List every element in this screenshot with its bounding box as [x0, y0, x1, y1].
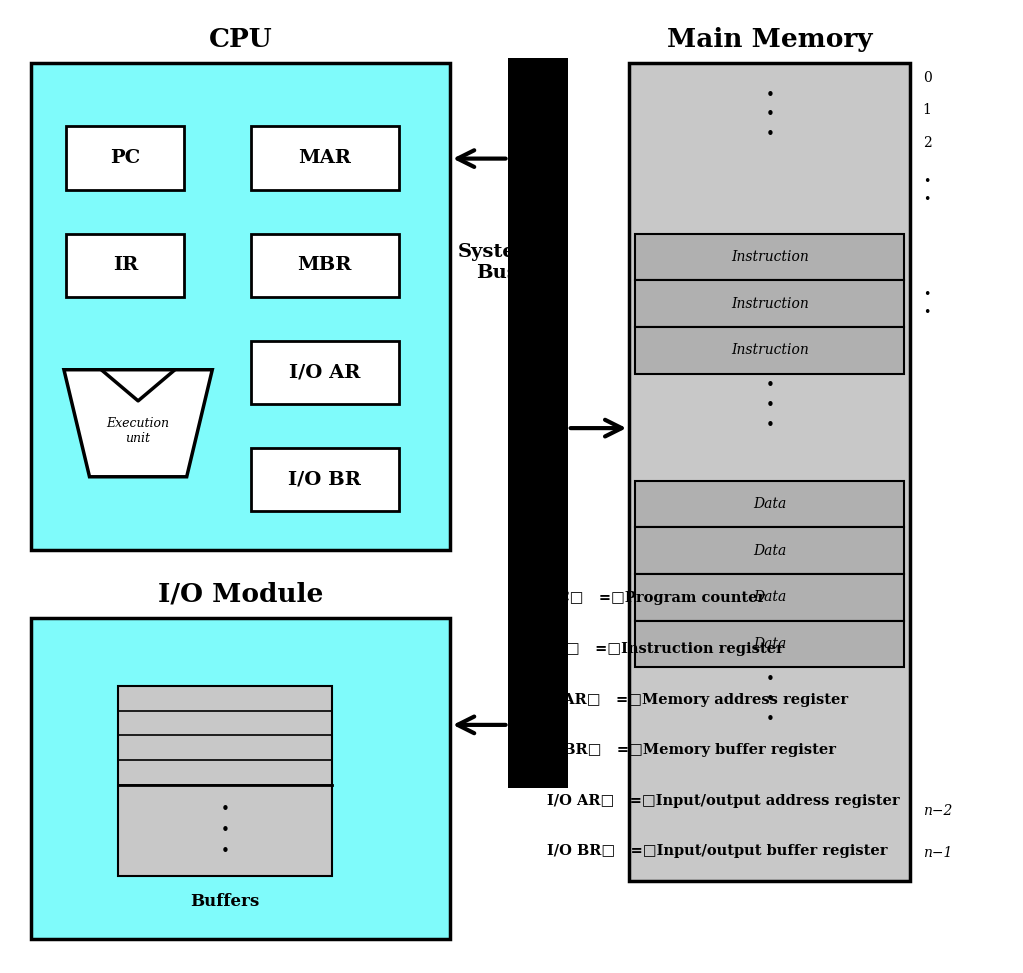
Text: System
Bus: System Bus — [458, 243, 536, 282]
Bar — [635, 527, 904, 574]
Text: 1: 1 — [923, 103, 932, 117]
Text: IR: IR — [113, 256, 138, 274]
Text: MBR□   =□Memory buffer register: MBR□ =□Memory buffer register — [547, 743, 837, 757]
Text: MAR: MAR — [299, 149, 351, 167]
Text: •
•
•: • • • — [765, 88, 774, 142]
Text: I/O AR□   =□Input/output address register: I/O AR□ =□Input/output address register — [547, 794, 900, 808]
Bar — [635, 234, 904, 280]
Text: I/O AR: I/O AR — [290, 363, 360, 381]
Text: •
•
•: • • • — [765, 672, 774, 727]
Polygon shape — [64, 370, 213, 477]
Text: Execution
unit: Execution unit — [106, 417, 170, 445]
Bar — [66, 234, 184, 297]
Text: Instruction: Instruction — [730, 297, 809, 310]
Bar — [635, 574, 904, 621]
Text: MAR□   =□Memory address register: MAR□ =□Memory address register — [547, 693, 848, 706]
Bar — [635, 621, 904, 667]
Text: Instruction: Instruction — [730, 250, 809, 264]
Text: n−2: n−2 — [923, 804, 952, 817]
Text: PC: PC — [110, 149, 140, 167]
Text: PC□   =□Program counter: PC□ =□Program counter — [547, 592, 765, 605]
Text: Main Memory: Main Memory — [667, 26, 873, 52]
Bar — [629, 63, 910, 881]
Text: n−1: n−1 — [923, 847, 952, 860]
Text: I/O Module: I/O Module — [158, 581, 323, 606]
Bar — [31, 618, 450, 939]
Bar — [251, 126, 399, 190]
Bar — [635, 280, 904, 327]
Text: Buffers: Buffers — [190, 893, 260, 910]
Bar — [251, 234, 399, 297]
Text: •
•
•: • • • — [765, 378, 774, 433]
Text: •
•: • • — [923, 175, 930, 206]
Text: MBR: MBR — [298, 256, 352, 274]
Text: •
•: • • — [923, 288, 930, 319]
Text: Data: Data — [753, 544, 787, 558]
Bar — [31, 63, 450, 550]
Text: 0: 0 — [923, 71, 932, 85]
Text: IR□   =□Instruction register: IR□ =□Instruction register — [547, 642, 784, 656]
Bar — [251, 341, 399, 404]
Bar — [66, 126, 184, 190]
Bar — [635, 481, 904, 527]
Text: I/O BR: I/O BR — [288, 470, 361, 488]
Text: 2: 2 — [923, 136, 932, 150]
Text: Data: Data — [753, 497, 787, 511]
Text: Data: Data — [753, 637, 787, 651]
Bar — [118, 686, 332, 876]
Text: •
•
•: • • • — [221, 802, 229, 858]
Text: I/O BR□   =□Input/output buffer register: I/O BR□ =□Input/output buffer register — [547, 845, 888, 858]
Text: CPU: CPU — [209, 26, 272, 52]
Bar — [508, 58, 568, 788]
Text: Data: Data — [753, 591, 787, 604]
Text: Instruction: Instruction — [730, 343, 809, 357]
Bar — [635, 327, 904, 374]
Bar — [251, 448, 399, 511]
